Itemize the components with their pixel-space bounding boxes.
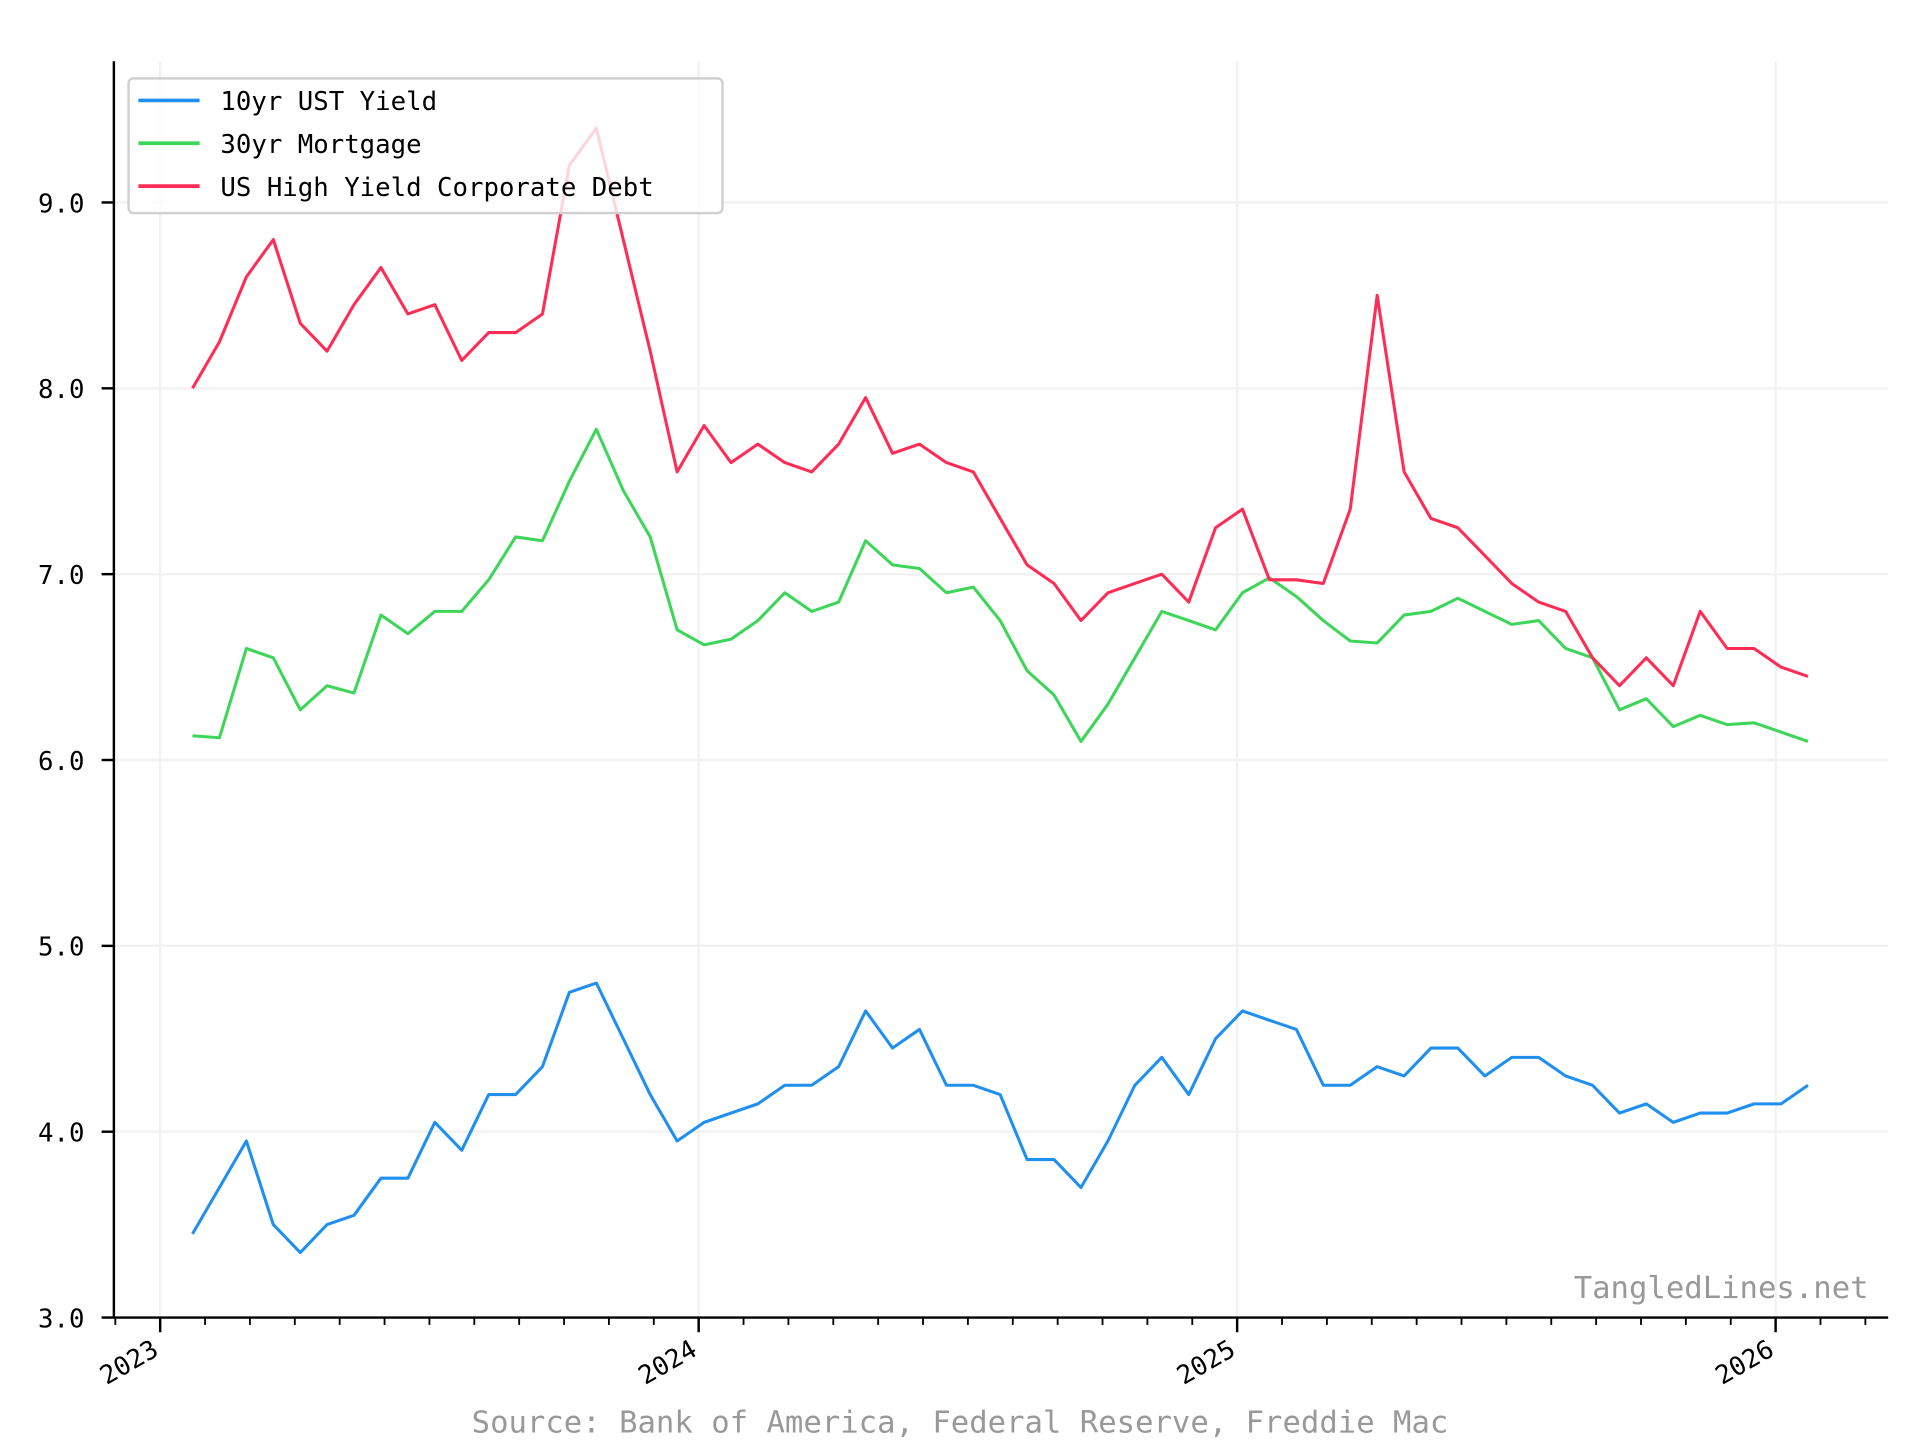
legend: 10yr UST Yield 30yr Mortgage US High Yield… <box>127 77 724 215</box>
y-tick-label: 5.0 <box>38 933 84 963</box>
series-line-0 <box>191 981 1809 1255</box>
y-tick-label: 4.0 <box>38 1118 84 1148</box>
source-note: Source: Bank of America, Federal Reserve… <box>472 1406 1449 1440</box>
y-tick-label: 6.0 <box>38 747 84 777</box>
legend-label-0: 10yr UST Yield <box>220 87 437 117</box>
y-tick-label: 7.0 <box>38 561 84 591</box>
series-line-1 <box>192 427 1809 743</box>
legend-box <box>127 77 724 215</box>
series-line-2 <box>191 126 1809 688</box>
legend-label-2: US High Yield Corporate Debt <box>220 173 653 203</box>
y-tick-label: 3.0 <box>38 1304 84 1334</box>
y-tick-label: 9.0 <box>38 189 84 219</box>
watermark: TangledLines.net <box>1574 1271 1869 1306</box>
series-lines <box>191 126 1809 1255</box>
axes <box>112 61 1889 1319</box>
legend-label-1: 30yr Mortgage <box>220 130 421 160</box>
y-tick-label: 8.0 <box>38 375 84 405</box>
